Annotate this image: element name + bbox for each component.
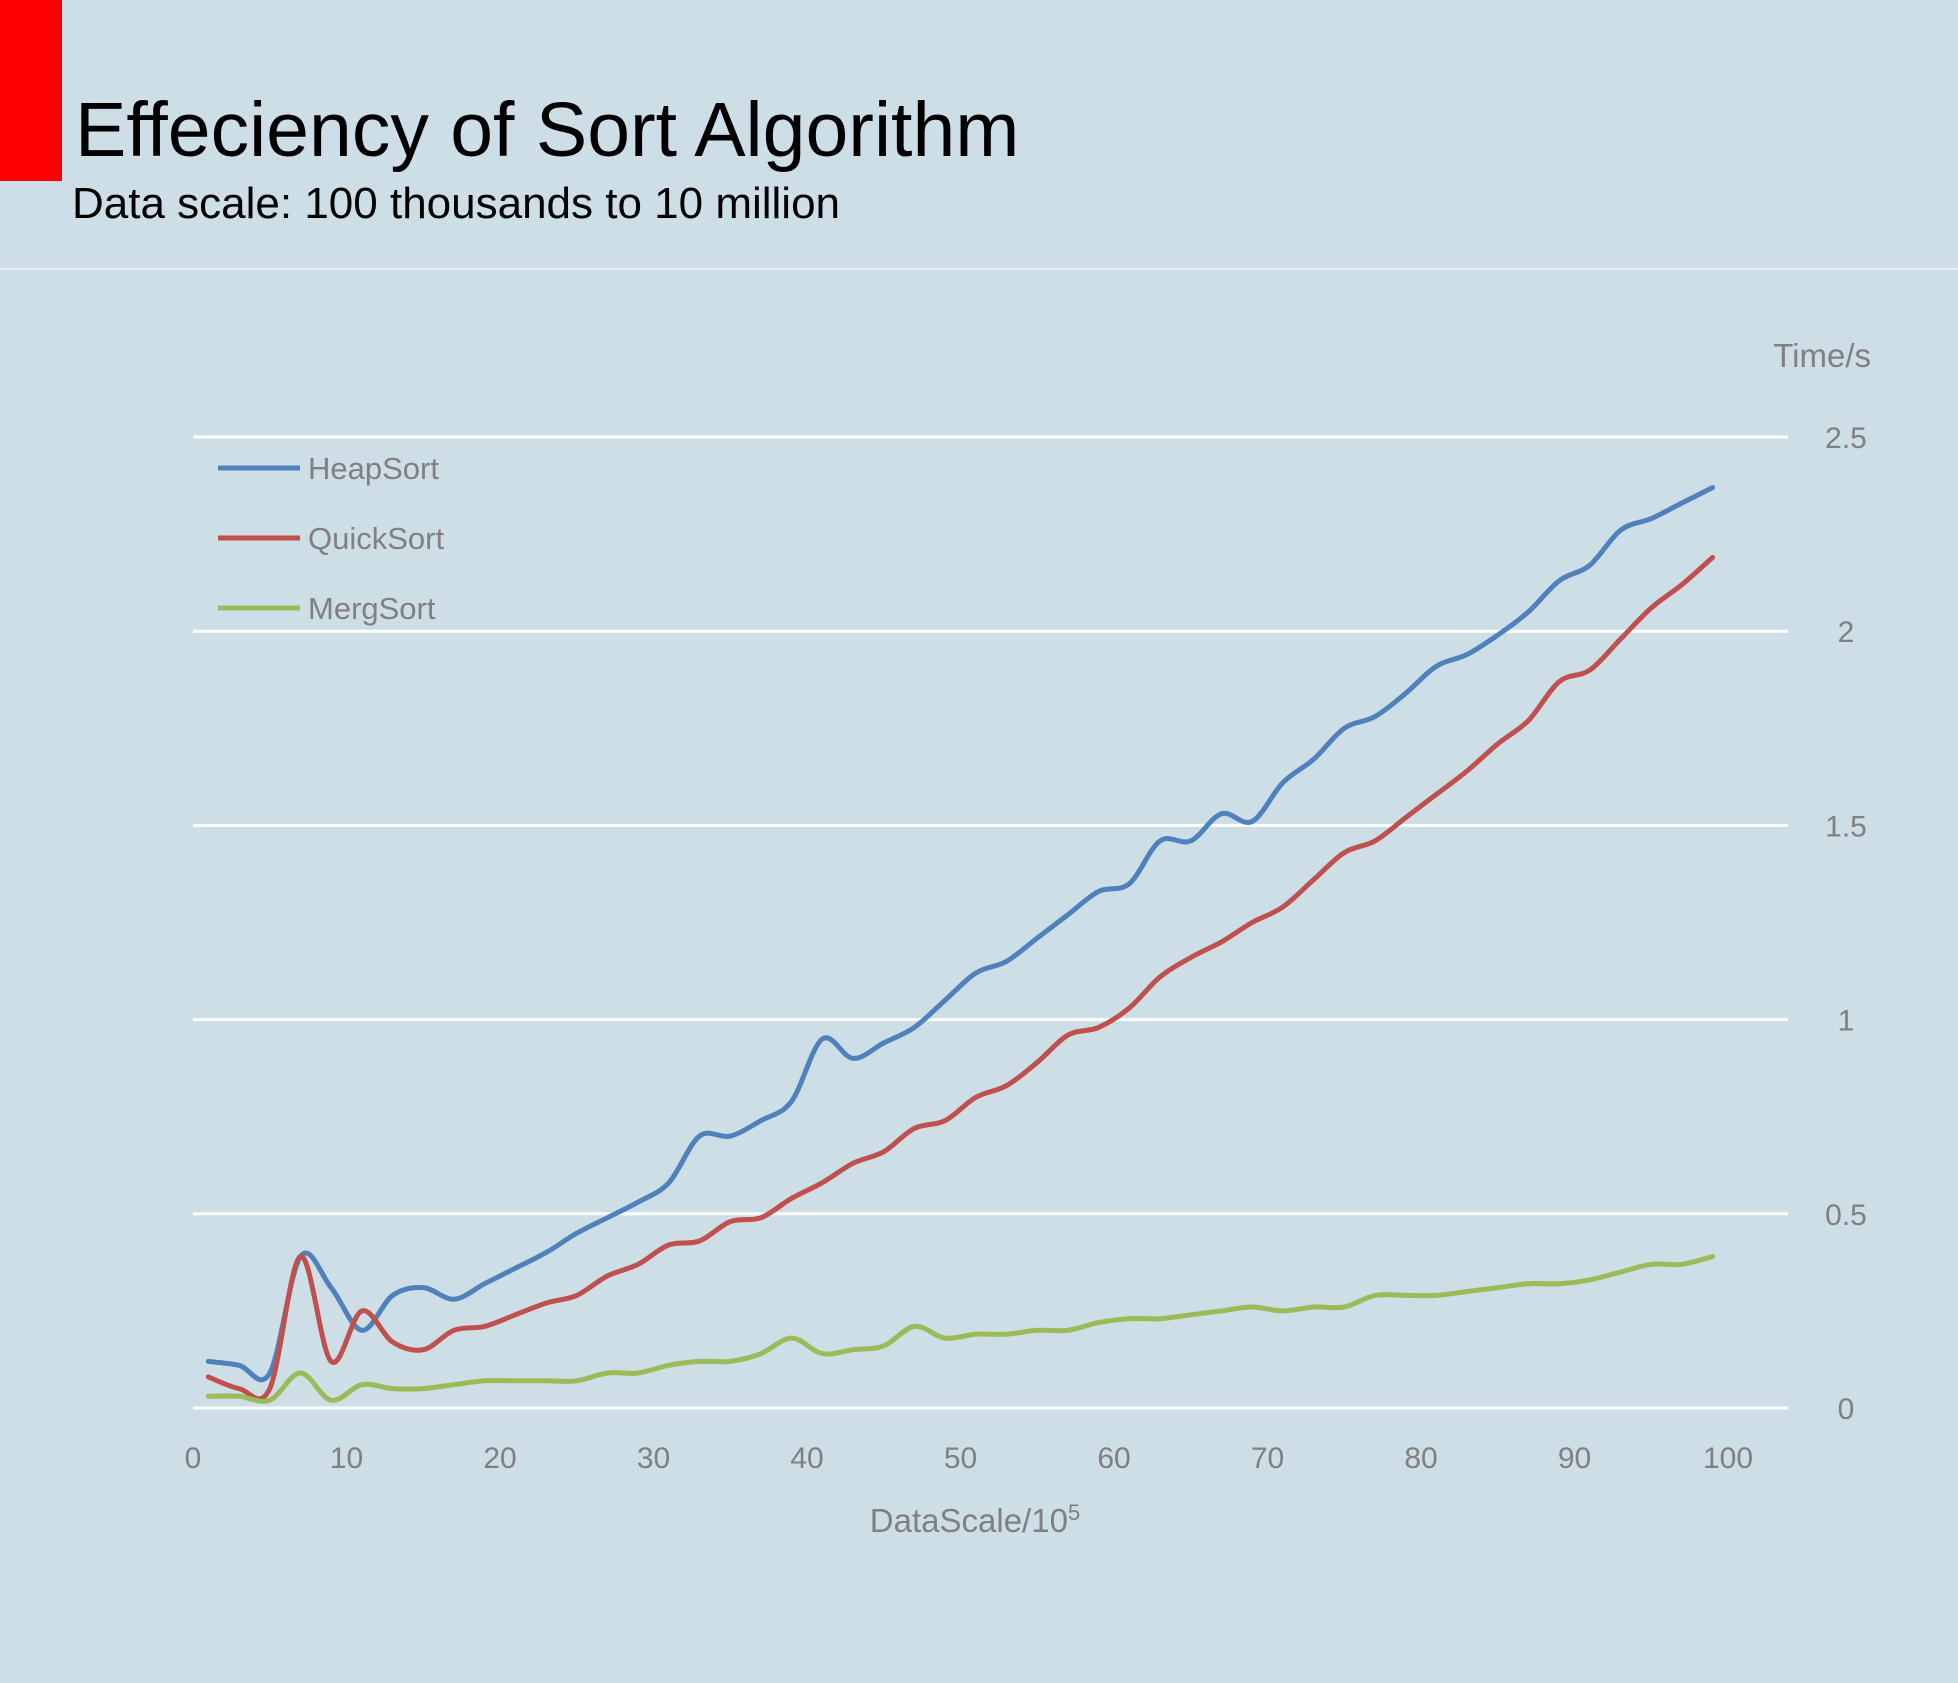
title-accent-bar xyxy=(0,0,62,181)
x-tick-label: 90 xyxy=(1558,1442,1591,1475)
y-axis-label: Time/s xyxy=(1773,337,1871,374)
legend-label-mergsort: MergSort xyxy=(308,591,436,626)
x-tick-label: 20 xyxy=(483,1442,516,1475)
legend-label-quicksort: QuickSort xyxy=(308,521,444,556)
y-tick-label: 0 xyxy=(1838,1393,1855,1426)
series-lines xyxy=(205,485,1716,1404)
x-tick-label: 60 xyxy=(1097,1442,1130,1475)
series-line-quicksort xyxy=(205,554,1716,1402)
y-tick-label: 0.5 xyxy=(1825,1199,1867,1232)
y-axis-ticks: 0 0.5 1 1.5 2 2.5 xyxy=(1825,422,1867,1426)
gridlines xyxy=(193,435,1788,1410)
y-tick-label: 1 xyxy=(1838,1005,1855,1038)
chart-subtitle: Data scale: 100 thousands to 10 million xyxy=(72,179,841,228)
x-tick-label: 70 xyxy=(1251,1442,1284,1475)
legend: HeapSort QuickSort MergSort xyxy=(218,451,444,626)
legend-label-heapsort: HeapSort xyxy=(308,451,439,486)
y-tick-label: 2 xyxy=(1838,616,1855,649)
x-tick-label: 40 xyxy=(790,1442,823,1475)
series-line-heapsort xyxy=(205,485,1716,1383)
x-tick-label: 30 xyxy=(637,1442,670,1475)
x-tick-label: 100 xyxy=(1703,1442,1753,1475)
header-divider xyxy=(0,268,1958,270)
y-tick-label: 2.5 xyxy=(1825,422,1867,455)
x-tick-label: 80 xyxy=(1404,1442,1437,1475)
x-axis-ticks: 0 10 20 30 40 50 60 70 80 90 100 xyxy=(185,1442,1753,1475)
x-tick-label: 10 xyxy=(330,1442,363,1475)
x-axis-label: DataScale/105 xyxy=(870,1500,1080,1539)
y-tick-label: 1.5 xyxy=(1825,810,1867,843)
x-axis-label-text: DataScale/10 xyxy=(870,1502,1068,1539)
chart-title: Effeciency of Sort Algorithm xyxy=(75,87,1020,173)
x-axis-label-exponent: 5 xyxy=(1068,1500,1080,1525)
x-tick-label: 50 xyxy=(944,1442,977,1475)
series-line-mergsort xyxy=(205,1254,1716,1404)
x-tick-label: 0 xyxy=(185,1442,202,1475)
